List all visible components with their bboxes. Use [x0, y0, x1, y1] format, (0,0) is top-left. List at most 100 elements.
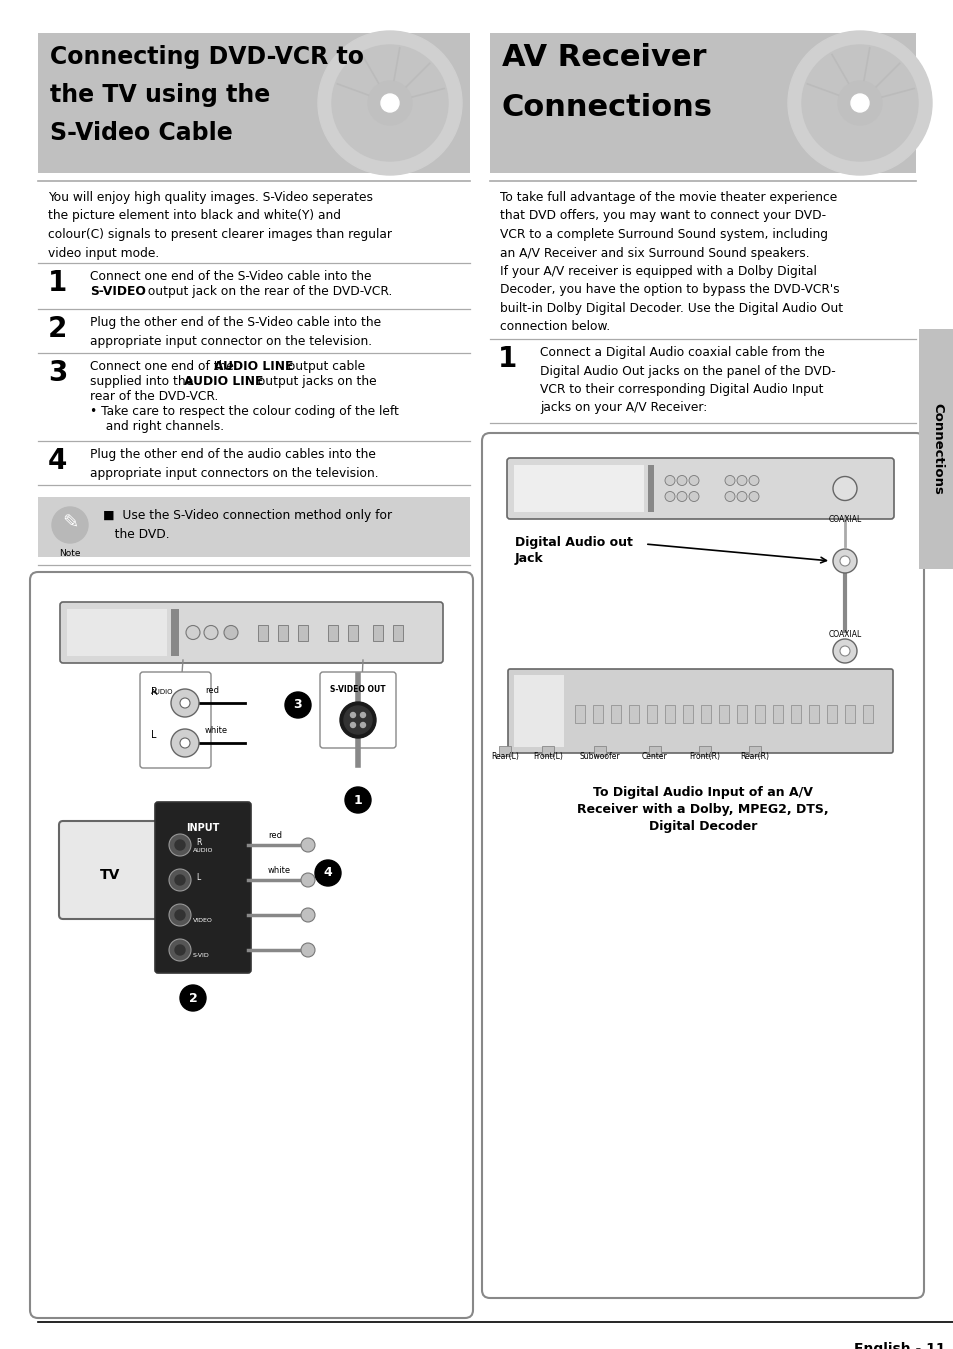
Text: Connect one end of the: Connect one end of the	[90, 360, 237, 374]
Text: red: red	[268, 831, 282, 840]
Circle shape	[688, 491, 699, 502]
Circle shape	[787, 31, 931, 175]
Text: 1: 1	[48, 268, 67, 297]
Text: Front(R): Front(R)	[689, 751, 720, 761]
Circle shape	[174, 946, 185, 955]
Bar	[790, 706, 801, 723]
Text: Connections: Connections	[501, 93, 712, 121]
Text: AUDIO LINE: AUDIO LINE	[213, 360, 294, 374]
Bar	[664, 706, 675, 723]
Circle shape	[224, 626, 237, 639]
Text: 1: 1	[497, 345, 517, 374]
Text: the TV using the: the TV using the	[50, 84, 270, 107]
Text: Digital Audio out: Digital Audio out	[515, 536, 632, 549]
Circle shape	[180, 985, 206, 1010]
Text: Connect one end of the S-Video cable into the: Connect one end of the S-Video cable int…	[90, 270, 371, 283]
Bar	[918, 329, 953, 569]
Text: Rear(L): Rear(L)	[491, 751, 518, 761]
Circle shape	[180, 738, 190, 747]
Text: Note: Note	[59, 549, 81, 558]
Bar	[700, 706, 710, 723]
Circle shape	[737, 491, 746, 502]
Circle shape	[301, 943, 314, 956]
Bar	[754, 706, 764, 723]
Circle shape	[350, 712, 355, 718]
Circle shape	[204, 626, 218, 639]
Text: 3: 3	[48, 359, 68, 387]
Text: ✎: ✎	[62, 514, 78, 533]
Text: R: R	[151, 687, 157, 697]
Text: AUDIO: AUDIO	[193, 849, 213, 853]
FancyBboxPatch shape	[507, 669, 892, 753]
Circle shape	[850, 94, 868, 112]
Bar	[610, 706, 620, 723]
Text: ■  Use the S-Video connection method only for
   the DVD.: ■ Use the S-Video connection method only…	[103, 509, 392, 541]
Circle shape	[840, 646, 849, 656]
Text: You will enjoy high quality images. S-Video seperates
the picture element into b: You will enjoy high quality images. S-Vi…	[48, 192, 392, 259]
Text: AUDIO: AUDIO	[151, 689, 173, 695]
Text: white: white	[205, 726, 228, 735]
FancyBboxPatch shape	[319, 672, 395, 747]
Bar	[719, 706, 728, 723]
Text: 3: 3	[294, 699, 302, 711]
Circle shape	[169, 834, 191, 857]
Circle shape	[748, 475, 759, 486]
Text: 4: 4	[323, 866, 332, 880]
Text: white: white	[268, 866, 291, 876]
Bar	[514, 674, 563, 747]
Text: TV: TV	[100, 867, 121, 882]
Circle shape	[174, 840, 185, 850]
Text: Front(L): Front(L)	[533, 751, 562, 761]
Circle shape	[832, 476, 856, 500]
Circle shape	[748, 491, 759, 502]
Circle shape	[724, 491, 734, 502]
FancyBboxPatch shape	[481, 433, 923, 1298]
Text: VIDEO: VIDEO	[193, 919, 213, 923]
Bar	[575, 706, 584, 723]
Text: 1: 1	[354, 793, 362, 807]
Text: L: L	[151, 730, 156, 741]
Text: and right channels.: and right channels.	[98, 420, 224, 433]
Circle shape	[169, 869, 191, 890]
FancyBboxPatch shape	[60, 602, 442, 662]
Circle shape	[301, 838, 314, 853]
Circle shape	[301, 873, 314, 888]
Circle shape	[360, 723, 365, 727]
Bar	[373, 625, 382, 641]
Bar	[514, 465, 643, 513]
Bar	[67, 608, 167, 656]
Circle shape	[171, 689, 199, 718]
Circle shape	[171, 728, 199, 757]
Bar	[737, 706, 746, 723]
Text: R: R	[195, 838, 201, 847]
Text: Subwoofer: Subwoofer	[579, 751, 619, 761]
Text: 4: 4	[48, 447, 68, 475]
Text: S-VIDEO: S-VIDEO	[90, 285, 146, 298]
Circle shape	[314, 861, 340, 886]
Circle shape	[677, 475, 686, 486]
Bar	[257, 625, 268, 641]
Text: rear of the DVD-VCR.: rear of the DVD-VCR.	[90, 390, 218, 403]
FancyBboxPatch shape	[506, 459, 893, 519]
Text: 2: 2	[48, 316, 68, 343]
Text: To take full advantage of the movie theater experience
that DVD offers, you may : To take full advantage of the movie thea…	[499, 192, 842, 333]
Text: • Take care to respect the colour coding of the left: • Take care to respect the colour coding…	[90, 405, 398, 418]
FancyBboxPatch shape	[140, 672, 211, 768]
Circle shape	[186, 626, 200, 639]
Bar	[826, 706, 836, 723]
Circle shape	[380, 94, 398, 112]
Text: S-VIDEO OUT: S-VIDEO OUT	[330, 685, 385, 693]
Bar	[490, 32, 915, 173]
Circle shape	[350, 723, 355, 727]
Circle shape	[180, 697, 190, 708]
Circle shape	[174, 911, 185, 920]
Text: S-Video Cable: S-Video Cable	[50, 121, 233, 144]
Circle shape	[345, 786, 371, 813]
Bar	[748, 746, 760, 755]
Text: COAXIAL: COAXIAL	[827, 630, 861, 639]
Circle shape	[339, 701, 375, 738]
Text: Jack: Jack	[515, 552, 543, 565]
Circle shape	[174, 876, 185, 885]
Text: 2: 2	[189, 992, 197, 1005]
Circle shape	[664, 475, 675, 486]
